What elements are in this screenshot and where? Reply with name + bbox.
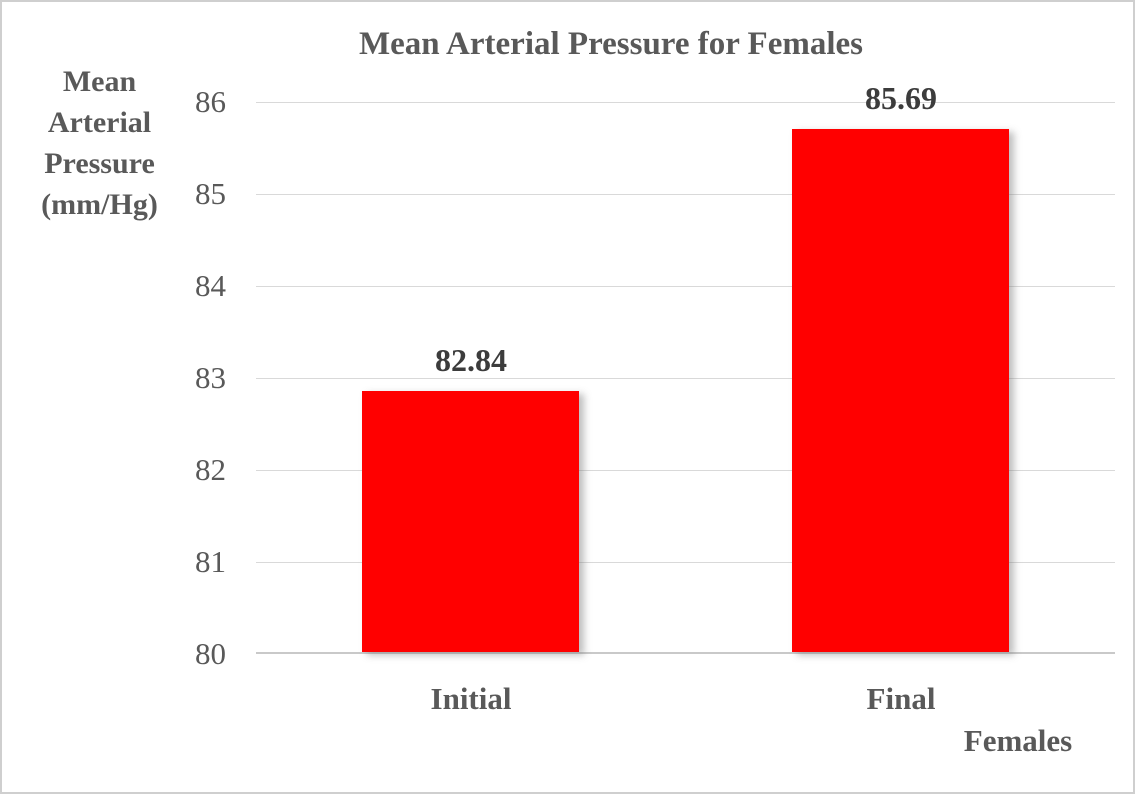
y-tick-label: 85 [195,176,226,211]
y-tick-label: 80 [195,636,226,671]
chart-title: Mean Arterial Pressure for Females [358,26,863,62]
category-label-final: Final [866,681,936,716]
y-axis-title-line: Mean [62,65,137,98]
gridline [256,378,1115,379]
data-label-final: 85.69 [865,80,937,116]
gridline [256,102,1115,103]
x-axis-line [256,652,1115,654]
y-tick-label: 83 [195,360,226,395]
y-axis-title-line: (mm/Hg) [41,188,158,221]
bar-final [792,129,1009,652]
gridline [256,286,1115,287]
y-tick-label: 86 [195,84,226,119]
category-label-initial: Initial [430,681,512,716]
plot-area [256,102,1115,654]
data-label-initial: 82.84 [435,342,507,378]
gridline [256,470,1115,471]
bar-initial [362,391,579,652]
y-tick-label: 82 [195,452,226,487]
y-axis-title: Mean Arterial Pressure (mm/Hg) [17,61,182,225]
y-tick-label: 84 [195,268,226,303]
y-tick-label: 81 [195,544,226,579]
gridline [256,194,1115,195]
gridline [256,562,1115,563]
x-axis-title: Females [963,723,1073,758]
y-axis-title-line: Pressure [44,147,155,180]
y-axis-title-line: Arterial [47,106,152,139]
